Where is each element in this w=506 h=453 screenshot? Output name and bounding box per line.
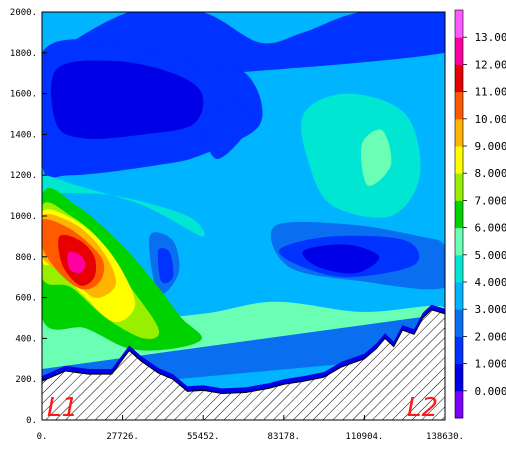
colorbar-label: 10.00 xyxy=(474,113,506,126)
colorbar-swatch xyxy=(455,10,463,38)
colorbar-label: 12.00 xyxy=(474,58,506,71)
colorbar-label: 2.000 xyxy=(474,330,506,343)
colorbar-swatch xyxy=(455,227,463,256)
contour-region-20 xyxy=(67,251,86,274)
x-axis: 0. 27726. 55452. 83178. 110904. 138630. xyxy=(37,415,464,442)
colorbar-label: 3.000 xyxy=(474,303,506,316)
y-tick-label: 1600. xyxy=(10,90,37,100)
colorbar-swatch xyxy=(455,363,463,392)
y-tick-label: 1800. xyxy=(10,49,37,59)
colorbar-swatch xyxy=(455,37,463,65)
x-tick-label: 0. xyxy=(37,432,48,442)
y-tick-label: 600. xyxy=(15,294,37,304)
colorbar-swatch xyxy=(455,64,463,93)
x-tick-label: 27726. xyxy=(106,432,139,442)
y-tick-label: 1000. xyxy=(10,212,37,222)
colorbar-label: 13.00 xyxy=(474,31,506,44)
y-tick-label: 200. xyxy=(15,375,37,385)
y-tick-label: 1400. xyxy=(10,130,37,140)
contour-region-5 xyxy=(301,93,421,218)
y-tick-label: 1200. xyxy=(10,171,37,181)
colorbar-swatch xyxy=(455,173,463,201)
annotation-l2: L2 xyxy=(407,393,438,423)
colorbar-label: 11.00 xyxy=(474,86,506,99)
y-tick-label: 800. xyxy=(15,253,37,263)
colorbar-swatch xyxy=(455,91,463,120)
y-axis: 0. 200. 400. 600. 800. 1000. 1200. 1400. 1600. 18… xyxy=(10,8,47,426)
colorbar-swatch xyxy=(455,118,463,147)
contour-region-6 xyxy=(360,129,392,186)
colorbar-swatch xyxy=(455,200,463,229)
annotation-l1: L1 xyxy=(47,393,78,423)
contour-region-7 xyxy=(42,175,205,237)
x-tick-label: 83178. xyxy=(268,432,301,442)
colorbar-swatch xyxy=(455,336,463,365)
colorbar-label: 7.000 xyxy=(474,194,506,207)
colorbar-swatch xyxy=(455,282,463,310)
x-tick-label: 55452. xyxy=(187,432,220,442)
y-tick-label: 2000. xyxy=(10,8,37,18)
y-tick-label: 400. xyxy=(15,334,37,344)
colorbar-label: 5.000 xyxy=(474,249,506,262)
colorbar-swatch xyxy=(455,146,463,174)
colorbar-label: 8.000 xyxy=(474,167,506,180)
colorbar-label: 1.000 xyxy=(474,358,506,371)
contour-region-3 xyxy=(50,60,204,139)
annotations: L1 L2 xyxy=(47,393,438,423)
y-tick-label: 0. xyxy=(26,416,37,426)
terrain-group xyxy=(42,304,445,420)
colorbar: 0.000 1.000 2.000 3.000 4.000 5.000 6.000 7.000… xyxy=(454,9,506,419)
terrain-mask xyxy=(42,309,445,420)
colorbar-frame xyxy=(454,9,464,419)
x-tick-label: 138630. xyxy=(426,432,464,442)
colorbar-swatch xyxy=(455,309,463,337)
colorbar-label: 9.000 xyxy=(474,140,506,153)
contour-region-12 xyxy=(302,244,380,274)
colorbar-swatch xyxy=(455,390,463,419)
colorbar-label: 6.000 xyxy=(474,222,506,235)
contour-region-4 xyxy=(201,103,253,159)
contour-region-9 xyxy=(157,248,174,284)
colorbar-swatch xyxy=(455,254,463,283)
colorbar-label: 4.000 xyxy=(474,276,506,289)
x-tick-label: 110904. xyxy=(345,432,383,442)
colorbar-label: 0.000 xyxy=(474,385,506,398)
